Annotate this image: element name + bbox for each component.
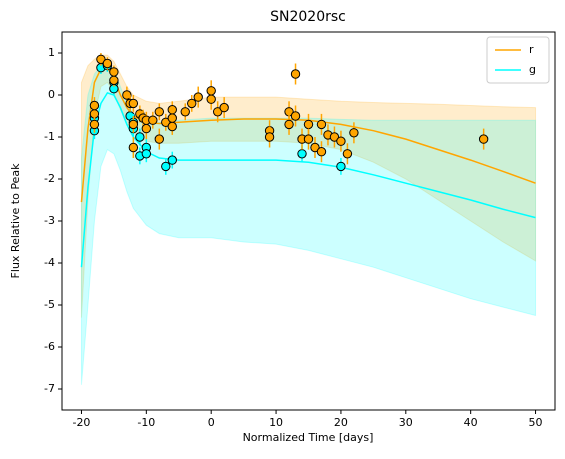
data-point xyxy=(102,58,113,69)
x-tick-label: 30 xyxy=(399,416,413,429)
data-point xyxy=(316,147,327,157)
y-tick-label: -4 xyxy=(44,256,55,269)
y-tick-label: 1 xyxy=(48,46,55,59)
y-tick-label: -5 xyxy=(44,298,55,311)
data-point xyxy=(128,119,139,130)
x-tick-label: 50 xyxy=(529,416,543,429)
data-point xyxy=(336,136,346,146)
data-point xyxy=(141,123,152,134)
x-tick-label: -20 xyxy=(72,416,90,429)
legend-label: r xyxy=(529,43,534,56)
y-tick-label: -2 xyxy=(44,172,55,185)
data-point xyxy=(303,119,314,130)
y-tick-label: -6 xyxy=(44,340,55,353)
data-point xyxy=(96,54,106,64)
x-tick-label: 10 xyxy=(269,416,283,429)
x-tick-label: 20 xyxy=(334,416,348,429)
data-point xyxy=(161,161,171,172)
data-point xyxy=(89,119,100,130)
data-point xyxy=(264,132,275,142)
y-tick-label: -1 xyxy=(44,130,55,143)
data-point xyxy=(193,92,203,102)
data-point xyxy=(154,107,165,117)
data-point xyxy=(349,128,359,138)
data-point xyxy=(148,115,158,125)
data-point xyxy=(167,121,177,132)
data-point xyxy=(478,134,489,144)
data-point xyxy=(290,69,301,79)
plot-frame xyxy=(61,31,556,411)
data-point xyxy=(141,149,152,159)
legend-label: g xyxy=(529,63,536,76)
data-point xyxy=(342,149,353,159)
y-axis-label: Flux Relative to Peak xyxy=(9,163,22,279)
data-point xyxy=(187,98,197,109)
data-point xyxy=(212,107,223,117)
data-point xyxy=(128,98,139,109)
data-point xyxy=(128,142,139,153)
data-point xyxy=(310,142,320,153)
data-point xyxy=(329,132,340,142)
y-tick-label: -3 xyxy=(44,214,55,227)
data-point xyxy=(316,119,327,130)
data-point xyxy=(135,132,145,142)
data-point xyxy=(167,155,177,165)
x-tick-label: 0 xyxy=(208,416,215,429)
legend-box xyxy=(486,36,550,84)
data-point xyxy=(336,161,346,172)
x-axis-label: Normalized Time [days] xyxy=(243,431,374,444)
data-point xyxy=(297,149,307,159)
data-point xyxy=(161,117,171,128)
data-point xyxy=(122,90,132,100)
data-point xyxy=(219,102,229,113)
data-point xyxy=(206,94,216,104)
x-tick-label: 40 xyxy=(464,416,478,429)
data-point xyxy=(180,107,190,117)
data-point xyxy=(154,134,165,144)
x-tick-label: -10 xyxy=(137,416,155,429)
y-tick-label: -7 xyxy=(44,382,55,395)
data-point xyxy=(284,119,294,130)
data-point xyxy=(109,75,119,86)
model-line xyxy=(80,92,536,268)
chart-title: SN2020rsc xyxy=(270,9,346,25)
data-point xyxy=(303,134,314,144)
data-point xyxy=(290,111,301,121)
y-tick-label: 0 xyxy=(48,88,55,101)
